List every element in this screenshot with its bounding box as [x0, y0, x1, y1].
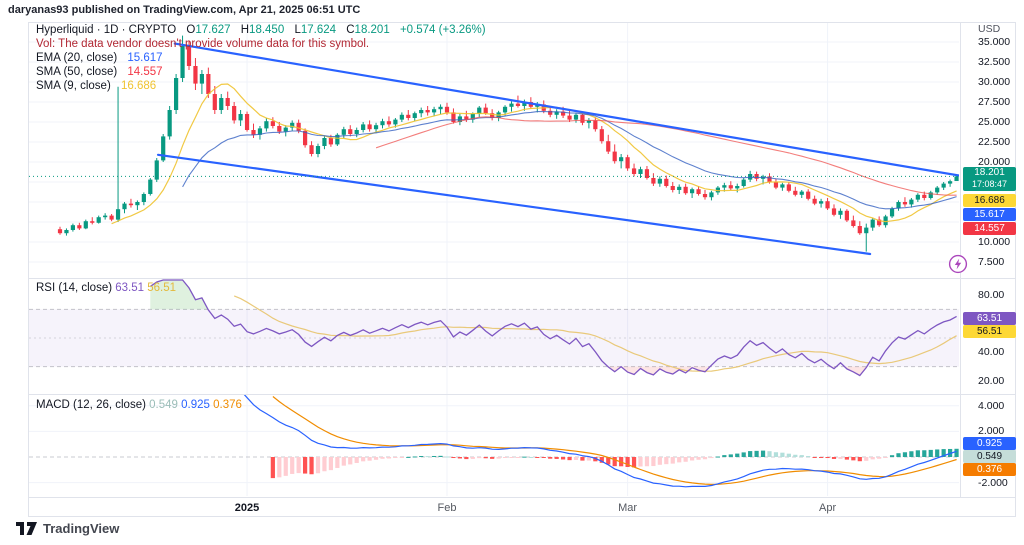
close-value: 18.201 [354, 24, 390, 36]
axis-tick: 32.500 [978, 56, 1011, 68]
time-tick: Mar [618, 502, 638, 514]
rsi-ma-value: 56.51 [147, 282, 177, 294]
rsi-label: RSI (14, close) [36, 282, 113, 294]
axis-tick: 4.000 [978, 399, 1005, 412]
macd-hist-value: 0.549 [149, 399, 178, 411]
ema20-price-badge: 15.617 [963, 208, 1016, 221]
axis-tick: 20.000 [978, 156, 1011, 168]
rsi-ma-axis-badge: 56.51 [963, 325, 1016, 338]
macd-legend[interactable]: MACD (12, 26, close) 0.549 0.925 0.376 [36, 399, 242, 411]
macd-axis-badge: 0.925 [963, 437, 1016, 450]
sma50-label: SMA (50, close) [36, 66, 118, 78]
axis-tick: 35.000 [978, 36, 1011, 48]
axis-tick: 27.500 [978, 96, 1011, 108]
signal-axis-badge: 0.376 [963, 463, 1016, 476]
rsi-legend[interactable]: RSI (14, close) 63.51 56.51 [36, 282, 176, 294]
change-value: +0.574 (+3.26%) [399, 24, 486, 36]
time-tick: 2025 [234, 502, 260, 514]
rsi-value: 63.51 [115, 282, 145, 294]
axis-tick: 80.00 [978, 289, 1005, 301]
symbol-title: Hyperliquid · 1D · CRYPTO [36, 24, 177, 36]
sma50-legend[interactable]: SMA (50, close) 14.557 [36, 66, 163, 78]
axis-tick: 40.00 [978, 346, 1005, 359]
low-value: 17.624 [300, 24, 337, 36]
boost-lightning-icon[interactable] [948, 254, 968, 274]
axis-tick: 10.000 [978, 236, 1011, 248]
axis-tick: 30.000 [978, 76, 1011, 88]
macd-line-value: 0.925 [181, 399, 210, 411]
time-tick: Feb [437, 502, 457, 514]
macd-label: MACD (12, 26, close) [36, 399, 146, 411]
ema20-legend[interactable]: EMA (20, close) 15.617 [36, 52, 163, 64]
axis-tick: 7.500 [978, 256, 1005, 268]
open-value: 17.627 [195, 24, 231, 36]
sma50-price-badge: 14.557 [963, 222, 1016, 235]
last-price-badge: 18.201 17:08:47 [963, 167, 1016, 191]
publish-info: daryanas93 published on TradingView.com,… [8, 4, 361, 16]
hist-axis-badge: 0.549 [963, 450, 1016, 463]
high-label: H [240, 24, 250, 36]
volume-warning: Vol: The data vendor doesn't provide vol… [36, 38, 370, 50]
axis-tick: -2.000 [978, 476, 1008, 489]
axis-tick: 25.000 [978, 116, 1011, 128]
axis-tick: 2.000 [978, 425, 1005, 438]
tradingview-mark [16, 522, 37, 535]
currency-label: USD [978, 23, 1001, 35]
sma9-label: SMA (9, close) [36, 80, 111, 92]
ema20-value: 15.617 [127, 52, 163, 64]
bar-countdown: 17:08:47 [971, 179, 1008, 189]
ema20-label: EMA (20, close) [36, 52, 118, 64]
symbol-legend[interactable]: Hyperliquid · 1D · CRYPTO O17.627 H18.45… [36, 24, 486, 36]
open-label: O [186, 24, 196, 36]
axis-tick: 22.500 [978, 136, 1011, 148]
tradingview-logo[interactable]: TradingView [16, 521, 119, 536]
rsi-axis-badge: 63.51 [963, 312, 1016, 325]
high-value: 18.450 [249, 24, 285, 36]
time-tick: Apr [818, 502, 837, 514]
sma9-value: 16.686 [120, 80, 157, 92]
sma50-value: 14.557 [127, 66, 163, 78]
close-label: C [346, 24, 355, 36]
tradingview-brand: TradingView [43, 521, 120, 536]
low-label: L [294, 24, 301, 36]
axis-tick: 20.00 [978, 375, 1005, 387]
sma9-legend[interactable]: SMA (9, close) 16.686 [36, 80, 156, 92]
sma9-price-badge: 16.686 [963, 194, 1016, 207]
macd-signal-value: 0.376 [213, 399, 242, 411]
